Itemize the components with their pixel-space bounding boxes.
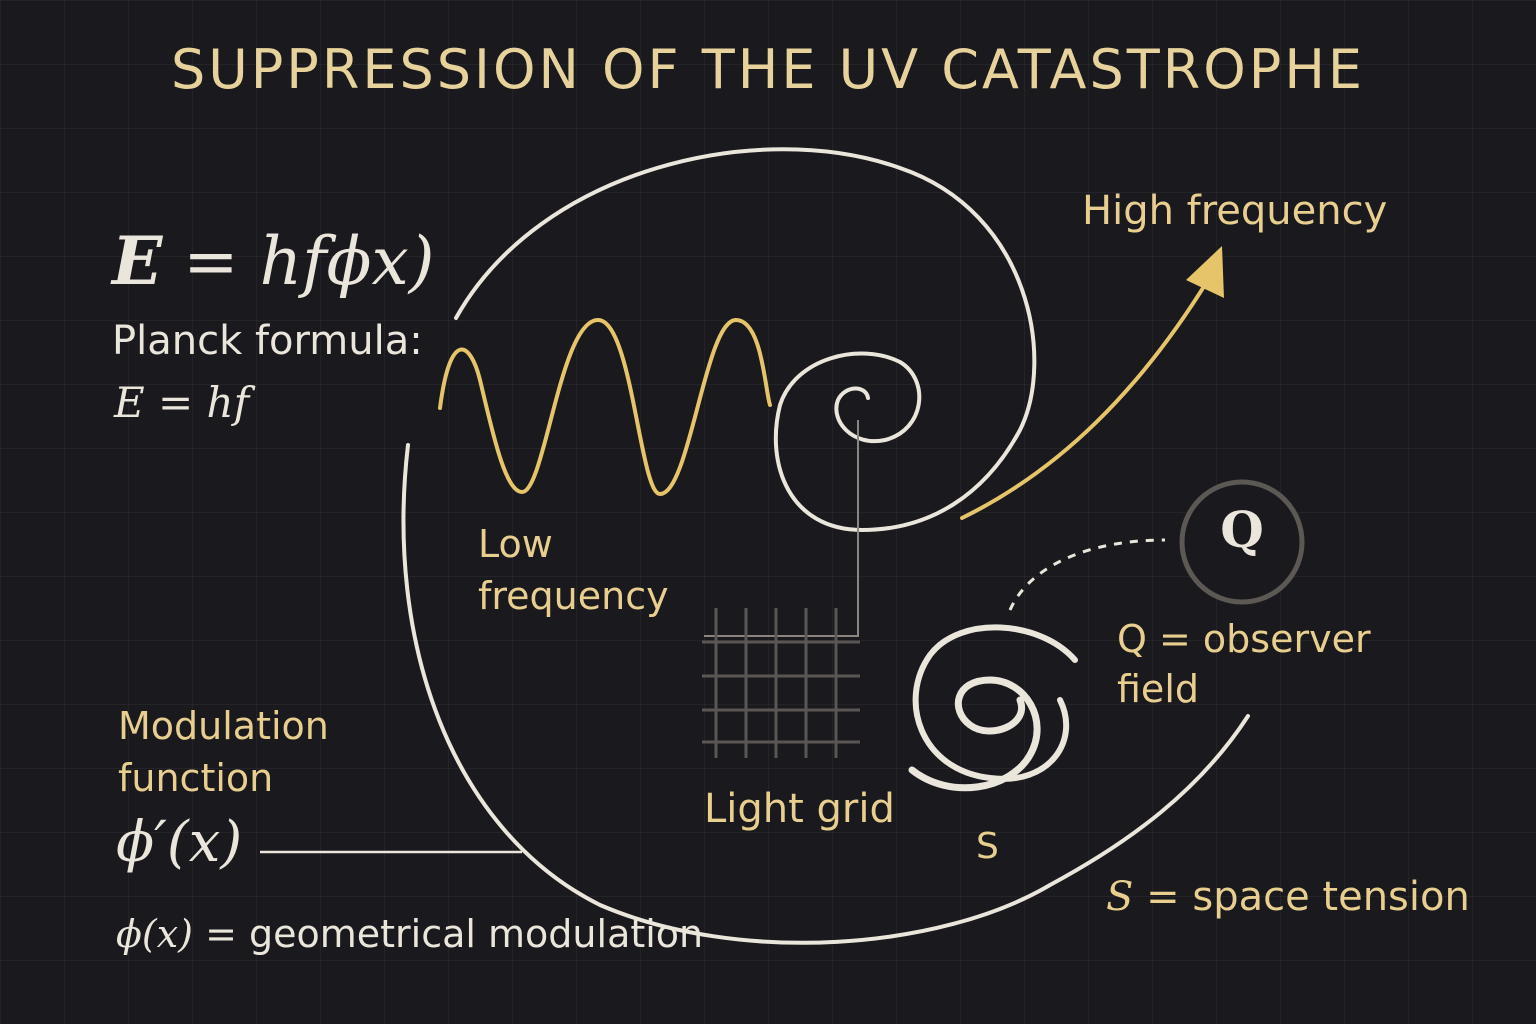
outer-spiral-upper-arc: [454, 147, 1037, 532]
arrow-head-icon: [1186, 246, 1224, 298]
phi-definition-text: = geometrical modulation: [205, 912, 704, 956]
inner-spiral: [773, 351, 922, 532]
q-observer-circle: [1179, 479, 1305, 605]
s-symbol-label: S: [976, 826, 999, 867]
modulation-symbol: ϕ′(x): [116, 810, 243, 875]
high-frequency-arrow: [960, 278, 1210, 520]
equation-rhs: = hfϕx): [183, 223, 435, 300]
high-frequency-label: High frequency: [1082, 188, 1388, 234]
phi-symbol: ϕ(x): [116, 912, 193, 956]
equation-lhs: E: [112, 222, 163, 300]
q-observer-line-1: Q = observer: [1117, 617, 1371, 661]
q-observer-label: Q = observer field: [1117, 614, 1371, 714]
light-grid-icon: [702, 608, 860, 758]
q-observer-line-2: field: [1117, 667, 1199, 711]
outer-spiral-lower-arc: [401, 443, 1250, 945]
low-frequency-line-1: Low: [478, 522, 553, 566]
page-title: SUPPRESSION OF THE UV CATASTROPHE: [170, 38, 1366, 101]
modulation-function-label: Modulation function: [118, 700, 329, 804]
planck-formula-label: Planck formula:: [112, 318, 423, 364]
light-grid-label: Light grid: [704, 786, 895, 832]
main-equation: E = hfϕx): [112, 222, 434, 300]
phi-definition: ϕ(x) = geometrical modulation: [116, 912, 703, 956]
s-swirl-inner: [908, 676, 1041, 792]
space-tension-label: S = space tension: [1106, 874, 1470, 920]
s-swirl-outer: [912, 624, 1078, 782]
space-tension-text: = space tension: [1133, 874, 1470, 920]
modulation-line-1: Modulation: [118, 704, 329, 748]
spiral-grid-connector: [704, 420, 859, 637]
low-frequency-line-2: frequency: [478, 574, 669, 618]
space-tension-symbol: S: [1106, 874, 1134, 920]
q-symbol: Q: [1220, 500, 1264, 559]
planck-equation: E = hf: [114, 378, 250, 427]
low-frequency-wave: [438, 317, 772, 497]
low-frequency-label: Low frequency: [478, 518, 669, 622]
modulation-line-2: function: [118, 756, 274, 800]
observer-dashed-link: [1008, 538, 1166, 611]
